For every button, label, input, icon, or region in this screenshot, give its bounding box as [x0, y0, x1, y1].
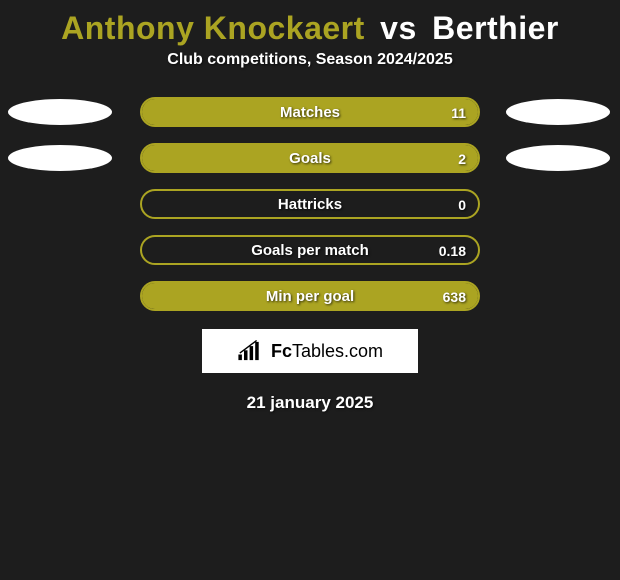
stat-bar: 0.18Goals per match	[140, 235, 480, 265]
stat-value-right: 0	[458, 191, 466, 219]
brand-name-bold: Fc	[271, 341, 292, 361]
avatar-player2	[506, 99, 610, 125]
vs-text: vs	[380, 10, 417, 46]
chart-icon	[237, 340, 265, 362]
stat-row: 0.18Goals per match	[0, 235, 620, 265]
avatar-player1	[8, 145, 112, 171]
comparison-title: Anthony Knockaert vs Berthier	[0, 0, 620, 51]
stat-row: 11Matches	[0, 97, 620, 127]
stats-container: 11Matches 2Goals 0Hattricks 0.18Goals per m…	[0, 97, 620, 311]
stat-row: 0Hattricks	[0, 189, 620, 219]
avatar-player1	[8, 99, 112, 125]
bar-fill-left	[142, 283, 478, 309]
stat-bar: 638Min per goal	[140, 281, 480, 311]
snapshot-date: 21 january 2025	[0, 393, 620, 413]
stat-bar: 11Matches	[140, 97, 480, 127]
bar-fill-left	[142, 145, 478, 171]
avatar-player2	[506, 145, 610, 171]
stat-bar: 0Hattricks	[140, 189, 480, 219]
stat-row: 638Min per goal	[0, 281, 620, 311]
stat-value-right: 0.18	[439, 237, 466, 265]
stat-row: 2Goals	[0, 143, 620, 173]
subtitle-text: Club competitions, Season 2024/2025	[0, 51, 620, 69]
brand-text: FcTables.com	[271, 341, 383, 362]
bar-fill-left	[142, 99, 478, 125]
stat-label: Hattricks	[142, 191, 478, 219]
stat-bar: 2Goals	[140, 143, 480, 173]
stat-label: Goals per match	[142, 237, 478, 265]
player1-name: Anthony Knockaert	[61, 10, 365, 46]
brand-name-rest: Tables.com	[292, 341, 383, 361]
player2-name: Berthier	[432, 10, 559, 46]
brand-badge[interactable]: FcTables.com	[202, 329, 418, 373]
